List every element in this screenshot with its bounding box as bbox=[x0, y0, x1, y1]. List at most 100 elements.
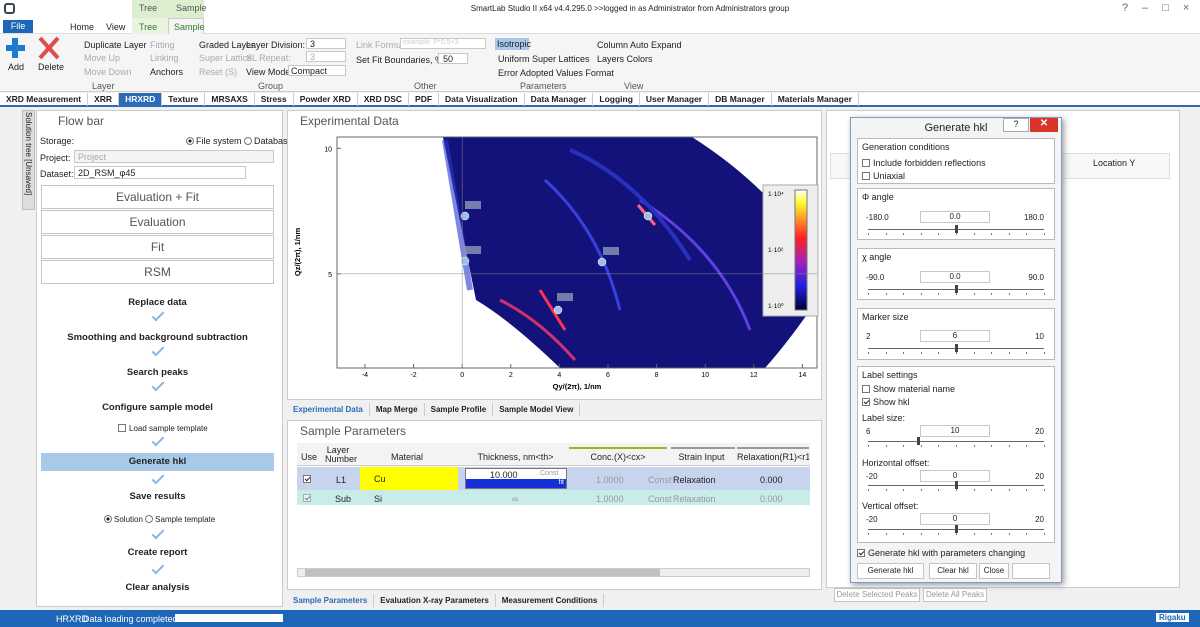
side-tab[interactable]: Solution tree [Unsaved] bbox=[24, 112, 33, 196]
add[interactable]: Add bbox=[8, 62, 25, 72]
ui-element[interactable]: File system Database bbox=[186, 136, 293, 146]
tabs[interactable]: Experimental Data bbox=[287, 403, 370, 416]
slider-thumb[interactable] bbox=[955, 525, 958, 533]
delete[interactable]: Delete bbox=[38, 62, 65, 72]
relaxation: 0.000 bbox=[760, 494, 783, 504]
document-tab[interactable]: Data Visualization bbox=[439, 93, 525, 106]
file-tab[interactable]: File bbox=[3, 20, 33, 33]
ui-element[interactable]: Uniaxial bbox=[862, 171, 905, 181]
thickness-fit: fit bbox=[466, 479, 566, 488]
material[interactable]: Cu bbox=[360, 467, 458, 490]
slider-value[interactable]: 6 bbox=[920, 330, 990, 342]
ui-element[interactable]: Show material name bbox=[862, 384, 955, 394]
document-tab[interactable]: User Manager bbox=[640, 93, 710, 106]
steps[interactable]: Search peaks bbox=[126, 367, 189, 378]
steps[interactable]: Generate hkl bbox=[41, 453, 274, 471]
items[interactable]: Error Adopted Values Format bbox=[498, 68, 614, 78]
document-tab[interactable]: XRR bbox=[88, 93, 120, 106]
slider-thumb[interactable] bbox=[917, 437, 920, 445]
steps[interactable]: Smoothing and background subtraction bbox=[67, 332, 248, 343]
document-tab[interactable]: HRXRD bbox=[119, 93, 163, 106]
buttons[interactable]: Evaluation + Fit bbox=[41, 185, 274, 209]
items[interactable]: Duplicate Layer bbox=[84, 40, 147, 50]
buttons[interactable]: Close bbox=[979, 563, 1009, 579]
tabs[interactable]: Measurement Conditions bbox=[496, 594, 605, 607]
ui-element bbox=[603, 247, 619, 255]
document-tab[interactable]: Materials Manager bbox=[772, 93, 859, 106]
document-tab[interactable]: XRD Measurement bbox=[0, 93, 89, 106]
view-mode-value[interactable]: Compact bbox=[288, 65, 346, 76]
buttons[interactable]: Delete All Peaks bbox=[923, 588, 987, 602]
document-tab[interactable]: Data Manager bbox=[525, 93, 594, 106]
slider-tick bbox=[885, 533, 887, 535]
items[interactable]: Anchors bbox=[150, 67, 184, 77]
document-tab[interactable]: DB Manager bbox=[709, 93, 772, 106]
items[interactable]: Uniform Super Lattices bbox=[498, 54, 590, 64]
refresh-button[interactable] bbox=[1012, 563, 1050, 579]
buttons[interactable]: Evaluation bbox=[41, 210, 274, 234]
buttons[interactable]: RSM bbox=[41, 260, 274, 284]
buttons[interactable]: Fit bbox=[41, 235, 274, 259]
slider-value[interactable]: 0.0 bbox=[920, 271, 990, 283]
items[interactable]: Column Auto Expand bbox=[597, 40, 682, 50]
slider-value[interactable]: 0 bbox=[920, 513, 990, 525]
label: Group bbox=[258, 81, 284, 91]
columns: Conc.(X)<cx> bbox=[590, 452, 646, 462]
buttons[interactable]: Generate hkl bbox=[857, 563, 924, 579]
slider-tick bbox=[1008, 533, 1010, 535]
slider-track bbox=[868, 441, 1044, 442]
items[interactable]: Graded Layer bbox=[199, 40, 255, 50]
message: Data loading completed. bbox=[83, 614, 181, 624]
ui-element[interactable]: ? bbox=[1003, 118, 1029, 132]
ui-element bbox=[557, 293, 573, 301]
document-tab[interactable]: Logging bbox=[593, 93, 640, 106]
steps[interactable]: Save results bbox=[129, 491, 186, 502]
slider-tick bbox=[938, 489, 940, 491]
set-fit: Set Fit Boundaries, % bbox=[356, 55, 444, 65]
sl-repeat: SL Repeat: bbox=[246, 53, 291, 63]
slider-thumb[interactable] bbox=[955, 344, 958, 352]
tabs[interactable]: Evaluation X-ray Parameters bbox=[374, 594, 496, 607]
set-fit-value[interactable]: 50 bbox=[438, 53, 468, 64]
ribbon-tab[interactable]: Home bbox=[70, 22, 95, 32]
slider-value[interactable]: 10 bbox=[920, 425, 990, 437]
ui-element[interactable]: Include forbidden reflections bbox=[862, 158, 986, 168]
steps[interactable]: Replace data bbox=[128, 297, 187, 308]
steps[interactable]: Create report bbox=[127, 547, 188, 558]
slider-thumb[interactable] bbox=[955, 225, 958, 233]
dataset-value[interactable]: 2D_RSM_φ45 bbox=[74, 166, 246, 179]
tabs[interactable]: Map Merge bbox=[370, 403, 425, 416]
document-tab[interactable]: Stress bbox=[255, 93, 294, 106]
ribbon-tab[interactable]: View bbox=[106, 22, 126, 32]
document-tab[interactable]: PDF bbox=[409, 93, 440, 106]
ui-element[interactable] bbox=[303, 474, 314, 484]
slider-tick bbox=[868, 445, 869, 447]
items[interactable]: Layers Colors bbox=[597, 54, 653, 64]
ui-element[interactable]: Solution Sample template bbox=[104, 515, 215, 524]
steps[interactable]: Clear analysis bbox=[125, 582, 190, 593]
buttons[interactable]: Delete Selected Peaks bbox=[834, 588, 920, 602]
slider-thumb[interactable] bbox=[955, 285, 958, 293]
document-tab[interactable]: MRSAXS bbox=[205, 93, 255, 106]
label: Label settings bbox=[862, 370, 918, 380]
tabs[interactable]: Sample Parameters bbox=[287, 594, 375, 607]
document-tab[interactable]: XRD DSC bbox=[358, 93, 410, 106]
document-tab[interactable]: Texture bbox=[162, 93, 206, 106]
close-button[interactable]: ✕ bbox=[1030, 118, 1058, 132]
tabs[interactable]: Sample Model View bbox=[493, 403, 581, 416]
tabs[interactable]: Sample Profile bbox=[425, 403, 494, 416]
ribbon-tab[interactable]: Tree bbox=[139, 22, 158, 32]
table-row bbox=[297, 490, 810, 505]
layer-division-value[interactable]: 3 bbox=[306, 38, 346, 49]
ui-element[interactable]: Show hkl bbox=[862, 397, 910, 407]
buttons[interactable]: Clear hkl bbox=[929, 563, 977, 579]
slider-value[interactable]: 0.0 bbox=[920, 211, 990, 223]
slider-thumb[interactable] bbox=[955, 481, 958, 489]
ui-element[interactable]: Generate hkl with parameters changing bbox=[857, 548, 1025, 558]
ui-element[interactable]: Load sample template bbox=[118, 424, 208, 433]
document-tab[interactable]: Powder XRD bbox=[294, 93, 358, 106]
steps[interactable]: Configure sample model bbox=[102, 402, 213, 413]
items[interactable]: Isotropic bbox=[495, 38, 532, 50]
ribbon-tab-active[interactable]: Sample bbox=[174, 22, 205, 32]
